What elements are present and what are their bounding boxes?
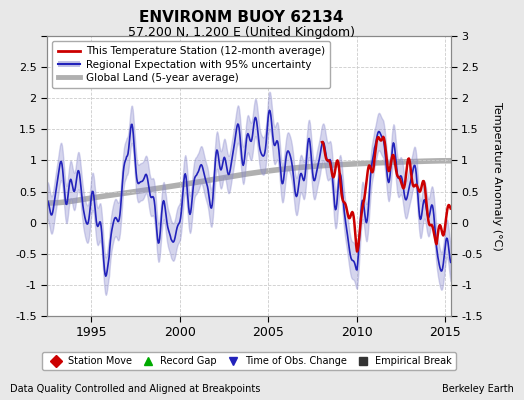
- Text: ENVIRONM BUOY 62134: ENVIRONM BUOY 62134: [139, 10, 343, 25]
- Text: Data Quality Controlled and Aligned at Breakpoints: Data Quality Controlled and Aligned at B…: [10, 384, 261, 394]
- Text: Berkeley Earth: Berkeley Earth: [442, 384, 514, 394]
- Text: 57.200 N, 1.200 E (United Kingdom): 57.200 N, 1.200 E (United Kingdom): [127, 26, 355, 39]
- Legend: Station Move, Record Gap, Time of Obs. Change, Empirical Break: Station Move, Record Gap, Time of Obs. C…: [42, 352, 456, 370]
- Y-axis label: Temperature Anomaly (°C): Temperature Anomaly (°C): [492, 102, 502, 250]
